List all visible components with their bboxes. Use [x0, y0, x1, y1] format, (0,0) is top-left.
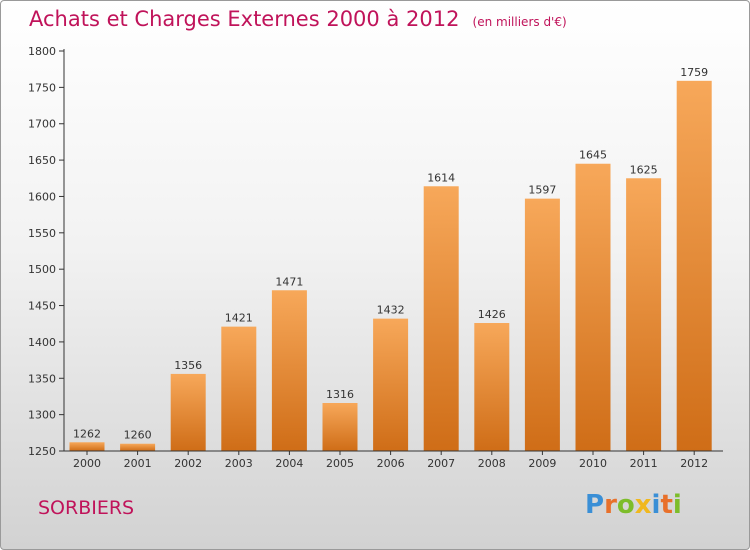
- logo-letter: i: [672, 490, 682, 520]
- x-tick-label-2009: 2009: [528, 457, 556, 470]
- data-label-2006: 1432: [377, 304, 405, 317]
- data-label-2012: 1759: [680, 66, 708, 79]
- bar-2002: [170, 373, 206, 451]
- chart-unit-text: (en milliers d'€): [472, 15, 567, 29]
- data-label-2011: 1625: [630, 163, 658, 176]
- bar-2009: [524, 198, 560, 451]
- x-tick-label-2000: 2000: [73, 457, 101, 470]
- bar-2005: [322, 403, 358, 451]
- y-tick-label-1650: 1650: [28, 154, 56, 167]
- x-tick-label-2011: 2011: [630, 457, 658, 470]
- y-tick-label-1300: 1300: [28, 409, 56, 422]
- bar-2010: [575, 163, 611, 451]
- x-tick-label-2007: 2007: [427, 457, 455, 470]
- data-label-2002: 1356: [174, 359, 202, 372]
- x-tick-label-2001: 2001: [124, 457, 152, 470]
- x-tick-label-2010: 2010: [579, 457, 607, 470]
- data-label-2004: 1471: [275, 275, 303, 288]
- logo-letter: P: [585, 490, 605, 520]
- x-tick-label-2003: 2003: [225, 457, 253, 470]
- bar-2004: [271, 290, 307, 451]
- bar-2012: [676, 80, 712, 452]
- logo-letter: r: [604, 490, 617, 520]
- data-label-2010: 1645: [579, 149, 607, 162]
- y-tick-label-1550: 1550: [28, 227, 56, 240]
- data-label-2000: 1262: [73, 427, 101, 440]
- bar-2008: [474, 323, 510, 451]
- data-label-2009: 1597: [528, 184, 556, 197]
- logo-letter: x: [634, 490, 652, 520]
- y-tick-label-1350: 1350: [28, 372, 56, 385]
- chart-title-text: Achats et Charges Externes 2000 à 2012: [29, 7, 460, 31]
- x-tick-label-2012: 2012: [680, 457, 708, 470]
- y-tick-label-1250: 1250: [28, 445, 56, 458]
- data-label-2001: 1260: [124, 429, 152, 442]
- data-label-2003: 1421: [225, 312, 253, 325]
- logo-letter: i: [651, 490, 661, 520]
- y-tick-label-1750: 1750: [28, 81, 56, 94]
- chart-title: Achats et Charges Externes 2000 à 2012 (…: [29, 7, 567, 31]
- x-tick-label-2008: 2008: [478, 457, 506, 470]
- x-tick-label-2002: 2002: [174, 457, 202, 470]
- city-name: SORBIERS: [38, 497, 135, 519]
- data-label-2007: 1614: [427, 171, 455, 184]
- bar-2007: [423, 186, 459, 452]
- x-tick-label-2006: 2006: [377, 457, 405, 470]
- y-tick-label-1800: 1800: [28, 45, 56, 58]
- y-tick-label-1500: 1500: [28, 263, 56, 276]
- y-tick-label-1600: 1600: [28, 190, 56, 203]
- x-tick-label-2005: 2005: [326, 457, 354, 470]
- bar-2001: [120, 443, 156, 451]
- bar-2006: [373, 318, 409, 451]
- y-tick-label-1450: 1450: [28, 300, 56, 313]
- proxiti-logo: Proxiti: [585, 490, 682, 520]
- bar-2011: [626, 178, 662, 452]
- logo-letter: t: [660, 490, 673, 520]
- y-tick-label-1400: 1400: [28, 336, 56, 349]
- y-tick-label-1700: 1700: [28, 118, 56, 131]
- data-label-2008: 1426: [478, 308, 506, 321]
- x-tick-label-2004: 2004: [275, 457, 303, 470]
- bar-2003: [221, 326, 257, 451]
- logo-letter: o: [616, 490, 635, 520]
- data-label-2005: 1316: [326, 388, 354, 401]
- bar-2000: [69, 442, 105, 451]
